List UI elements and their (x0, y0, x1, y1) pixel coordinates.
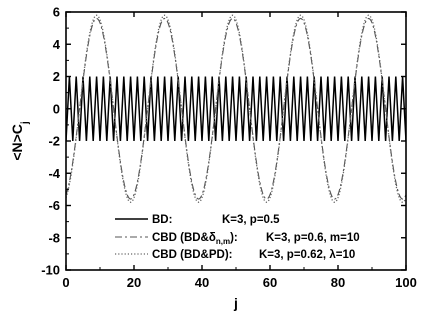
x-tick-label: 40 (195, 275, 209, 290)
legend-params-3: K=3, p=0.62, λ=10 (259, 249, 355, 261)
y-tick-label: -6 (48, 198, 60, 213)
x-tick-label: 60 (263, 275, 277, 290)
legend-label-1: BD: (152, 214, 172, 226)
y-tick-label: 4 (53, 37, 61, 52)
x-axis-label: j (233, 295, 238, 311)
y-tick-label: -2 (48, 134, 60, 149)
legend-params-1: K=3, p=0.5 (222, 214, 280, 226)
series-layer (66, 14, 406, 203)
legend-label-3: CBD (BD&PD): (152, 249, 233, 261)
y-tick-label: -4 (48, 166, 60, 181)
y-tick-label: 0 (53, 101, 60, 116)
axes-layer: 0 20 40 60 80 100 -10 -8 -6 -4 -2 0 2 4 6 j <N>Cj (9, 5, 417, 312)
y-axis-label: <N>Cj (9, 121, 31, 161)
legend-params-2: K=3, p=0.6, m=10 (266, 232, 360, 244)
y-tick-label: 2 (53, 69, 60, 84)
legend: BD: K=3, p=0.5 CBD (BD&δn,m): K=3, p=0.6, m… (115, 214, 360, 261)
y-tick-label: -8 (48, 230, 60, 245)
series-line-1 (66, 76, 406, 142)
x-tick-label: 80 (331, 275, 345, 290)
legend-label-2: CBD (BD&δn,m): (152, 232, 238, 246)
series-line-2 (66, 17, 406, 200)
y-tick-label: -10 (41, 263, 60, 278)
y-tick-label: 6 (53, 5, 60, 20)
x-tick-label: 0 (62, 275, 69, 290)
x-tick-label: 20 (127, 275, 141, 290)
series-line-3 (66, 14, 406, 203)
x-tick-label: 100 (395, 275, 417, 290)
